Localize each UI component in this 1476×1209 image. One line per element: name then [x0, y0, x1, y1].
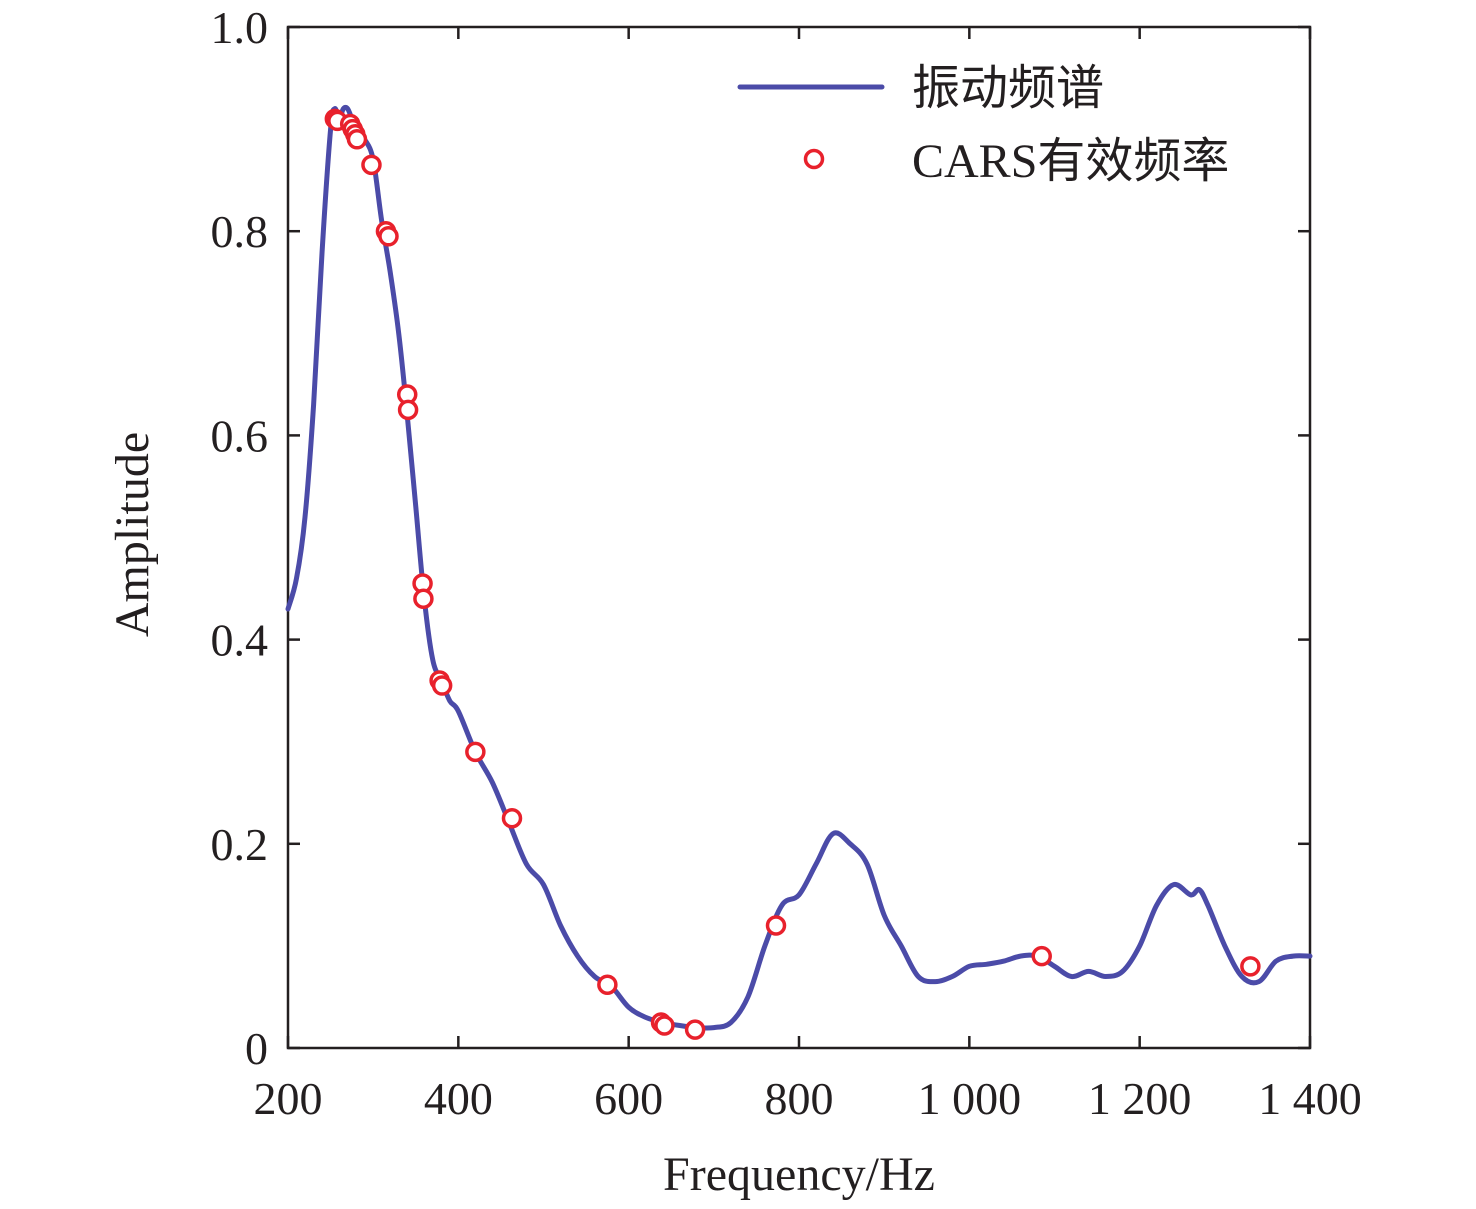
- cars-frequency-point: [465, 741, 486, 763]
- cars-frequency-point: [654, 1015, 675, 1036]
- plot-series: [285, 104, 1313, 1040]
- y-tick-label: 1.0: [211, 2, 269, 53]
- x-tick-label: 200: [254, 1073, 323, 1124]
- cars-frequency-point: [431, 675, 453, 696]
- x-tick-label: 1 200: [1088, 1073, 1192, 1124]
- x-tick-label: 400: [424, 1073, 493, 1124]
- y-axis-label: Amplitude: [106, 432, 159, 637]
- y-tick-label: 0.2: [211, 819, 269, 870]
- x-tick-label: 600: [594, 1073, 663, 1124]
- cars-frequency-point: [378, 226, 399, 247]
- x-axis-label: Frequency/Hz: [663, 1148, 935, 1201]
- legend-label-cars-frequency: CARS有效频率: [912, 135, 1229, 188]
- cars-frequency-point: [1031, 945, 1052, 967]
- cars-frequency-point: [765, 915, 787, 936]
- y-tick-label: 0: [245, 1023, 268, 1074]
- x-tick-label: 1 400: [1258, 1073, 1362, 1124]
- cars-frequency-point: [684, 1019, 706, 1040]
- cars-frequency-point: [397, 399, 419, 421]
- cars-frequency-point: [501, 808, 523, 829]
- cars-frequency-point: [1240, 956, 1261, 977]
- cars-frequency-point: [346, 129, 368, 150]
- legend: 振动频谱 CARS有效频率: [737, 62, 1229, 188]
- axis-tick-labels: 200 400 600 800 1 000 1 200 1 400 0 0.2 0.4 0.6 0.8…: [211, 2, 1362, 1124]
- cars-frequency-point: [361, 154, 382, 176]
- y-tick-label: 0.8: [211, 206, 269, 257]
- cars-frequency-point: [597, 974, 618, 995]
- cars-frequency-point: [413, 588, 434, 610]
- y-tick-label: 0.4: [211, 615, 269, 666]
- vibration-spectrum-line: [285, 104, 1313, 1031]
- x-tick-label: 800: [765, 1073, 834, 1124]
- legend-marker-swatch: [803, 148, 825, 170]
- y-tick-label: 0.6: [211, 410, 269, 461]
- x-tick-label: 1 000: [918, 1073, 1022, 1124]
- axis-ticks: [286, 25, 1312, 1050]
- legend-label-vibration-spectrum: 振动频谱: [912, 62, 1104, 115]
